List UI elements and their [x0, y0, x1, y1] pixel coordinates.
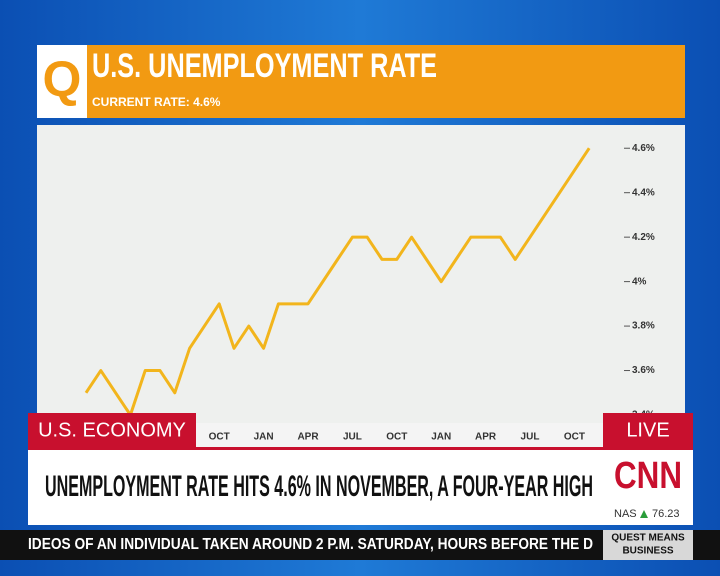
x-tick-label: APR: [297, 432, 319, 443]
headline-rule: [28, 447, 693, 450]
x-tick-label: OCT: [209, 432, 230, 443]
network-logo: CNN: [614, 455, 682, 497]
y-tick-label: 4%: [632, 276, 647, 287]
tag: U.S. ECONOMY: [38, 419, 186, 441]
x-tick-label: JUL: [343, 432, 362, 443]
y-tick-label: 3.8%: [632, 321, 655, 332]
live-box: [603, 413, 693, 447]
headline: UNEMPLOYMENT RATE HITS 4.6% IN NOVEMBER,…: [45, 470, 593, 503]
up-arrow: [640, 510, 648, 518]
x-tick-label: OCT: [564, 432, 585, 443]
ticker: IDEOS OF AN INDIVIDUAL TAKEN AROUND 2 P.…: [28, 536, 593, 553]
ticker-value: 76.23: [652, 508, 680, 520]
chart-panel: [37, 125, 685, 425]
x-tick-label: JAN: [431, 432, 451, 443]
show-line: BUSINESS: [622, 546, 673, 557]
show-box: [603, 530, 693, 560]
y-tick-label: 4.4%: [632, 187, 655, 198]
ticker-symbol: NAS: [614, 508, 637, 520]
line: [84, 147, 591, 417]
chart-title: U.S. UNEMPLOYMENT RATE: [92, 47, 437, 85]
x-tick-label: APR: [475, 432, 497, 443]
x-tick-label: JAN: [254, 432, 274, 443]
tag-box: [28, 413, 196, 447]
y-tick-label: 4.2%: [632, 232, 655, 243]
x-labels: OCT JAN APR JUL OCT JAN APR JUL OCT: [209, 432, 585, 443]
logo-box: [37, 45, 87, 118]
x-tick-label: JUL: [521, 432, 540, 443]
show-line: QUEST MEANS: [611, 533, 685, 544]
live: LIVE: [626, 419, 669, 441]
x-axis-strip: [190, 423, 605, 449]
headline-box: [28, 447, 693, 525]
ticker-strip: [0, 530, 720, 560]
chart-subtitle: CURRENT RATE: 4.6%: [92, 95, 221, 109]
logo: Q: [43, 51, 82, 107]
y-tick-label: 4.6%: [632, 143, 655, 154]
y-tick-label: 3.6%: [632, 365, 655, 376]
x-tick-label: OCT: [386, 432, 407, 443]
header-box: [37, 45, 685, 118]
